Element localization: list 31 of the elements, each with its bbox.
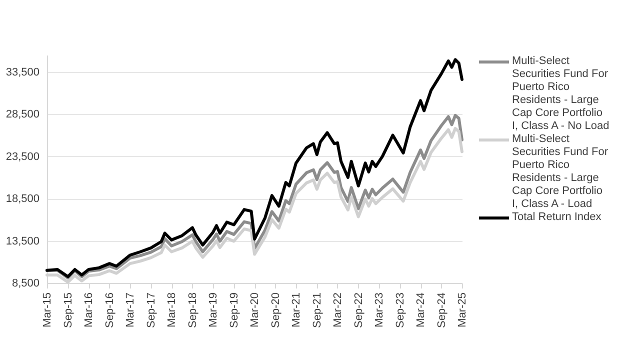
legend-label: Multi-Select Securities Fund For Puerto Rico Residents - Large Cap Core Portfolio I, Class A - No Load	[512, 55, 610, 132]
x-tick-label: Mar-23	[373, 292, 386, 328]
y-tick-label: 8,500	[12, 278, 40, 290]
x-tick-label: Sep-24	[436, 292, 448, 328]
x-tick-label: Mar-17	[124, 292, 137, 328]
x-tick-label: Mar-18	[166, 292, 178, 328]
x-tick-label: Sep-23	[394, 292, 406, 328]
y-tick-label: 28,500	[6, 108, 40, 121]
x-tick-label: Mar-21	[290, 292, 303, 328]
x-tick-label: Sep-20	[270, 292, 282, 328]
x-tick-label: Sep-17	[145, 292, 158, 328]
x-tick-label: Mar-20	[249, 292, 262, 328]
x-tick-label: Sep-15	[62, 292, 74, 328]
x-tick-label: Mar-24	[415, 292, 428, 328]
x-tick-label: Sep-22	[352, 292, 365, 328]
x-tick-label: Sep-18	[186, 292, 199, 328]
y-tick-label: 33,500	[6, 66, 40, 78]
x-tick-label: Mar-16	[83, 292, 96, 328]
y-tick-label: 13,500	[6, 235, 40, 248]
legend-label: Multi-Select Securities Fund For Puerto Rico Residents - Large Cap Core Portfolio I, Class A - Load	[512, 133, 608, 210]
line-series	[46, 58, 464, 278]
x-tick-label: Sep-19	[228, 292, 240, 328]
x-tick-label: Sep-21	[311, 292, 324, 328]
legend-label: Total Return Index	[512, 211, 602, 223]
x-tick-label: Mar-15	[42, 292, 54, 328]
x-tick-label: Mar-22	[332, 292, 344, 328]
x-tick-label: Mar-25	[456, 292, 468, 328]
x-tick-label: Sep-16	[104, 292, 116, 328]
x-tick-label: Mar-19	[207, 292, 220, 328]
y-tick-label: 18,500	[6, 193, 40, 206]
y-tick-label: 23,500	[6, 150, 40, 163]
